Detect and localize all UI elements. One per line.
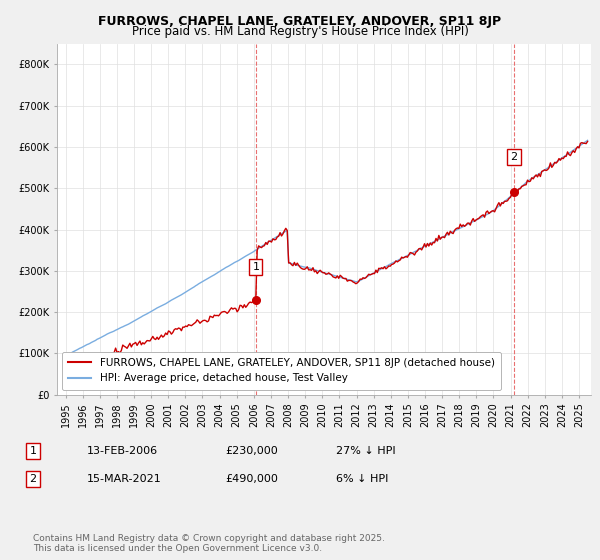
Text: 1: 1	[253, 262, 259, 272]
Text: 2: 2	[29, 474, 37, 484]
Text: Price paid vs. HM Land Registry's House Price Index (HPI): Price paid vs. HM Land Registry's House …	[131, 25, 469, 38]
Text: 2: 2	[511, 152, 518, 162]
Text: 13-FEB-2006: 13-FEB-2006	[87, 446, 158, 456]
Text: £490,000: £490,000	[225, 474, 278, 484]
Text: £230,000: £230,000	[225, 446, 278, 456]
Text: 1: 1	[29, 446, 37, 456]
Text: 27% ↓ HPI: 27% ↓ HPI	[336, 446, 395, 456]
Text: 6% ↓ HPI: 6% ↓ HPI	[336, 474, 388, 484]
Text: Contains HM Land Registry data © Crown copyright and database right 2025.
This d: Contains HM Land Registry data © Crown c…	[33, 534, 385, 553]
Legend: FURROWS, CHAPEL LANE, GRATELEY, ANDOVER, SP11 8JP (detached house), HPI: Average: FURROWS, CHAPEL LANE, GRATELEY, ANDOVER,…	[62, 352, 501, 390]
Text: FURROWS, CHAPEL LANE, GRATELEY, ANDOVER, SP11 8JP: FURROWS, CHAPEL LANE, GRATELEY, ANDOVER,…	[98, 15, 502, 28]
Text: 15-MAR-2021: 15-MAR-2021	[87, 474, 162, 484]
